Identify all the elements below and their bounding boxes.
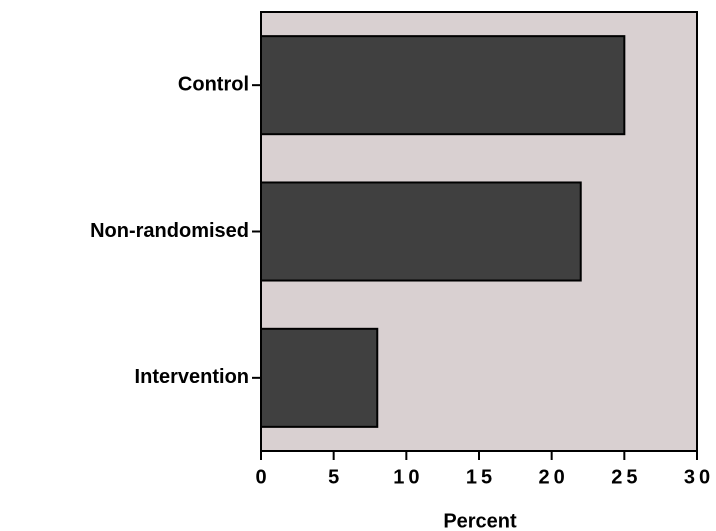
x-axis-label: Percent xyxy=(443,510,517,531)
x-tick-label: 15 xyxy=(466,466,496,488)
y-tick-label: Intervention xyxy=(135,366,249,388)
bar xyxy=(260,327,379,428)
x-tick-label: 25 xyxy=(611,466,641,488)
x-tick-label: 5 xyxy=(328,466,343,488)
x-tick-label: 10 xyxy=(393,466,423,488)
y-tick-label: Non-randomised xyxy=(90,220,249,242)
x-tick-label: 20 xyxy=(539,466,569,488)
x-tick-label: 30 xyxy=(684,466,714,488)
y-tick-label: Control xyxy=(178,73,249,95)
x-tick-label: 0 xyxy=(255,466,270,488)
bar xyxy=(260,35,626,136)
bar xyxy=(260,181,582,282)
